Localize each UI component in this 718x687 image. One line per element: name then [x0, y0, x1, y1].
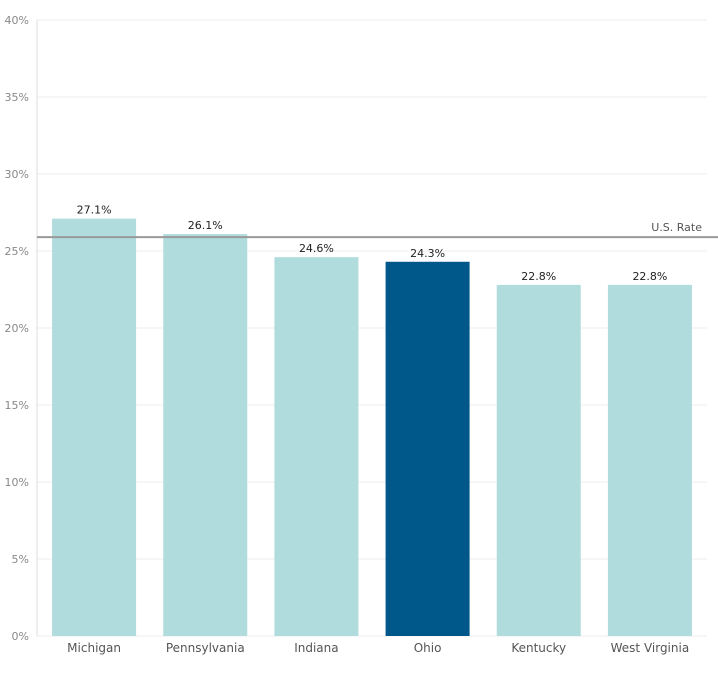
- reference-line-group: U.S. Rate: [37, 221, 718, 239]
- data-label: 22.8%: [632, 270, 667, 283]
- bar-pennsylvania[interactable]: [163, 234, 248, 636]
- y-tick-label: 15%: [5, 399, 29, 412]
- y-tick-label: 25%: [5, 245, 29, 258]
- data-label: 22.8%: [521, 270, 556, 283]
- y-tick-label: 20%: [5, 322, 29, 335]
- labels: 27.1% Michigan 26.1% Pennsylvania 24.6% India…: [67, 204, 689, 655]
- x-tick-label: Pennsylvania: [166, 641, 245, 655]
- bar-indiana[interactable]: [274, 257, 359, 636]
- x-tick-label: Ohio: [414, 641, 442, 655]
- reference-line-label: U.S. Rate: [651, 221, 702, 234]
- y-tick-label: 0%: [12, 630, 29, 643]
- y-tick-label: 10%: [5, 476, 29, 489]
- bars: [52, 218, 692, 636]
- x-tick-label: Michigan: [67, 641, 121, 655]
- data-label: 24.3%: [410, 247, 445, 260]
- x-tick-label: Kentucky: [511, 641, 566, 655]
- y-tick-label: 5%: [12, 553, 29, 566]
- x-tick-label: West Virginia: [611, 641, 690, 655]
- data-label: 27.1%: [77, 204, 112, 217]
- bar-kentucky[interactable]: [496, 284, 581, 636]
- x-tick-label: Indiana: [294, 641, 338, 655]
- bar-ohio[interactable]: [385, 261, 470, 636]
- data-label: 24.6%: [299, 242, 334, 255]
- data-label: 26.1%: [188, 219, 223, 232]
- y-axis: 0% 5% 10% 15% 20% 25% 30% 35% 40%: [5, 14, 38, 643]
- y-tick-label: 30%: [5, 168, 29, 181]
- gridlines: [37, 19, 707, 637]
- bar-michigan[interactable]: [52, 218, 137, 636]
- bar-west-virginia[interactable]: [607, 284, 692, 636]
- y-tick-label: 40%: [5, 14, 29, 27]
- y-tick-label: 35%: [5, 91, 29, 104]
